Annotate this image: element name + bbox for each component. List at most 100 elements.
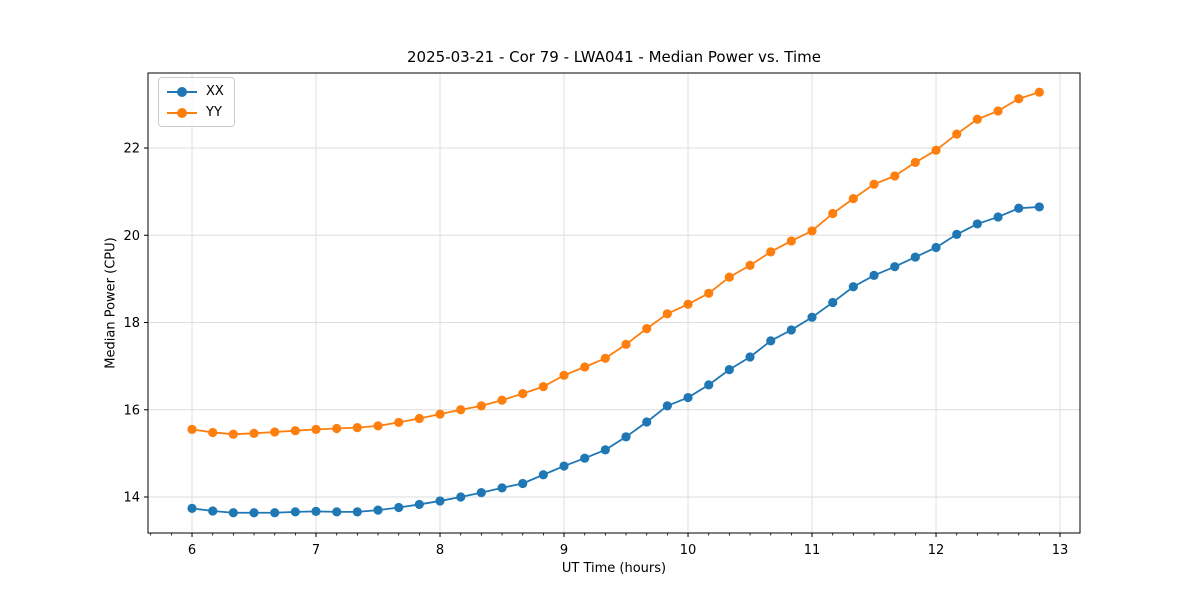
x-tick-label: 13 — [1052, 543, 1069, 558]
legend-item-yy: YY — [167, 103, 224, 122]
data-point-xx — [580, 453, 590, 463]
data-point-xx — [249, 508, 259, 518]
data-point-yy — [993, 106, 1003, 116]
data-point-xx — [394, 502, 404, 513]
data-point-xx — [993, 212, 1003, 222]
legend-item-xx: XX — [167, 82, 224, 101]
data-point-xx — [828, 297, 838, 308]
data-point-xx — [642, 417, 652, 427]
data-point-yy — [352, 423, 362, 433]
legend-label-xx: XX — [206, 84, 224, 99]
data-point-yy — [187, 424, 197, 434]
data-point-xx — [890, 262, 900, 272]
data-point-xx — [187, 503, 197, 513]
x-tick-label: 12 — [928, 543, 945, 558]
data-point-yy — [290, 426, 300, 436]
data-point-yy — [538, 382, 548, 392]
legend: XX YY — [158, 77, 235, 127]
data-point-yy — [642, 324, 652, 334]
data-point-xx — [745, 352, 755, 362]
data-point-xx — [456, 492, 466, 502]
series-line-yy — [191, 91, 1040, 436]
data-point-yy — [662, 309, 672, 319]
data-point-yy — [249, 428, 259, 438]
y-tick-label: 20 — [123, 229, 140, 244]
data-point-xx — [559, 461, 569, 471]
data-point-yy — [559, 370, 569, 380]
data-point-yy — [848, 194, 858, 204]
data-point-xx — [538, 470, 548, 480]
data-point-xx — [807, 312, 817, 322]
data-point-xx — [228, 508, 238, 518]
data-point-yy — [414, 413, 424, 424]
data-point-xx — [290, 507, 300, 517]
data-point-yy — [766, 247, 776, 257]
x-tick-label: 8 — [436, 543, 444, 558]
data-point-yy — [890, 171, 900, 181]
data-point-yy — [1014, 94, 1024, 104]
data-point-yy — [704, 288, 714, 298]
x-tick-label: 11 — [804, 543, 821, 558]
data-point-yy — [1034, 87, 1044, 97]
data-point-xx — [848, 282, 858, 292]
data-point-xx — [662, 401, 672, 411]
data-point-xx — [518, 478, 528, 489]
data-point-xx — [1014, 203, 1024, 213]
data-point-xx — [311, 506, 321, 517]
legend-label-yy: YY — [206, 105, 222, 120]
data-point-yy — [724, 272, 734, 282]
y-tick-label: 18 — [123, 316, 140, 331]
data-point-xx — [352, 507, 362, 517]
data-point-yy — [518, 389, 528, 399]
y-tick-label: 14 — [123, 491, 140, 506]
data-point-xx — [414, 499, 424, 510]
series-line-xx — [191, 206, 1040, 514]
y-tick-label: 22 — [123, 142, 140, 157]
data-point-yy — [497, 395, 507, 405]
data-point-xx — [621, 432, 631, 442]
legend-line-marker-xx-icon — [167, 86, 197, 98]
data-point-xx — [869, 270, 879, 281]
y-axis-label: Median Power (CPU) — [103, 237, 119, 369]
data-point-xx — [952, 229, 962, 240]
data-point-yy — [910, 157, 920, 168]
data-point-yy — [476, 401, 486, 411]
y-tick-label: 16 — [123, 403, 140, 418]
data-point-yy — [456, 405, 466, 415]
data-point-xx — [724, 365, 734, 375]
x-tick-label: 6 — [188, 543, 196, 558]
data-point-xx — [931, 242, 941, 253]
data-point-yy — [931, 145, 941, 155]
data-point-xx — [786, 325, 796, 335]
data-point-xx — [208, 506, 218, 516]
x-tick-label: 10 — [680, 543, 697, 558]
data-point-xx — [332, 507, 342, 517]
data-point-xx — [683, 392, 693, 403]
data-point-xx — [373, 505, 383, 515]
data-point-yy — [332, 423, 342, 434]
data-point-xx — [435, 496, 445, 506]
data-point-xx — [270, 508, 280, 518]
data-point-yy — [952, 129, 962, 139]
data-point-yy — [311, 424, 321, 434]
data-point-xx — [1034, 202, 1044, 212]
data-point-yy — [972, 114, 982, 124]
data-point-yy — [373, 421, 383, 431]
chart-title: 2025-03-21 - Cor 79 - LWA041 - Median Po… — [407, 48, 821, 66]
x-tick-label: 9 — [560, 543, 568, 558]
data-point-yy — [580, 362, 590, 372]
data-point-yy — [208, 427, 218, 438]
plot-border — [147, 72, 1081, 534]
data-point-yy — [270, 427, 280, 437]
data-point-yy — [394, 417, 404, 428]
data-point-xx — [766, 336, 776, 346]
data-point-yy — [435, 409, 445, 419]
data-point-yy — [228, 429, 238, 439]
data-point-yy — [869, 179, 879, 189]
data-point-xx — [476, 488, 486, 498]
x-tick-label: 7 — [312, 543, 320, 558]
data-point-xx — [704, 380, 714, 390]
data-point-yy — [786, 236, 796, 246]
